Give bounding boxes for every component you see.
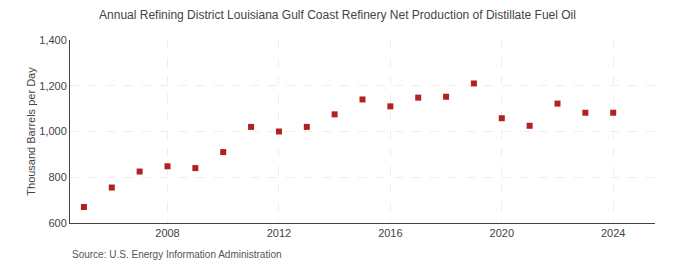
svg-text:Annual Refining District Louis: Annual Refining District Louisiana Gulf … bbox=[99, 8, 576, 22]
svg-text:Thousand Barrels per Day: Thousand Barrels per Day bbox=[25, 67, 37, 196]
svg-text:1,000: 1,000 bbox=[39, 125, 67, 137]
svg-text:800: 800 bbox=[48, 171, 66, 183]
svg-text:1,400: 1,400 bbox=[39, 34, 67, 46]
svg-text:600: 600 bbox=[48, 217, 66, 229]
svg-text:2008: 2008 bbox=[155, 227, 179, 239]
svg-text:2024: 2024 bbox=[601, 227, 625, 239]
svg-text:2016: 2016 bbox=[378, 227, 402, 239]
svg-text:2020: 2020 bbox=[490, 227, 514, 239]
svg-text:Source: U.S. Energy Informatio: Source: U.S. Energy Information Administ… bbox=[72, 249, 282, 260]
svg-text:2012: 2012 bbox=[267, 227, 291, 239]
svg-text:1,200: 1,200 bbox=[39, 80, 67, 92]
